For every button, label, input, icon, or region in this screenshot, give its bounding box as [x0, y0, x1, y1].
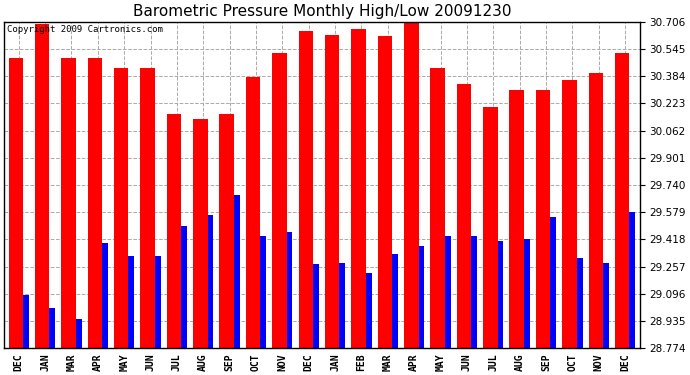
- Bar: [471, 236, 477, 348]
- Bar: [524, 239, 530, 348]
- Bar: [114, 68, 128, 348]
- Bar: [457, 84, 471, 348]
- Bar: [76, 319, 81, 348]
- Bar: [128, 256, 135, 348]
- Bar: [445, 236, 451, 348]
- Bar: [351, 30, 366, 348]
- Bar: [313, 264, 319, 348]
- Bar: [577, 258, 582, 348]
- Bar: [88, 58, 102, 348]
- Bar: [23, 295, 29, 348]
- Bar: [629, 212, 635, 348]
- Bar: [181, 226, 187, 348]
- Bar: [299, 31, 313, 348]
- Bar: [419, 246, 424, 348]
- Bar: [35, 24, 50, 348]
- Bar: [615, 53, 629, 348]
- Bar: [339, 263, 345, 348]
- Bar: [140, 68, 155, 348]
- Bar: [8, 58, 23, 348]
- Bar: [377, 36, 392, 348]
- Bar: [219, 114, 234, 348]
- Bar: [392, 254, 398, 348]
- Bar: [193, 119, 208, 348]
- Bar: [603, 263, 609, 348]
- Bar: [325, 34, 339, 348]
- Bar: [102, 243, 108, 348]
- Title: Barometric Pressure Monthly High/Low 20091230: Barometric Pressure Monthly High/Low 200…: [132, 4, 511, 19]
- Text: Copyright 2009 Cartronics.com: Copyright 2009 Cartronics.com: [8, 25, 164, 34]
- Bar: [551, 217, 556, 348]
- Bar: [155, 256, 161, 348]
- Bar: [286, 232, 293, 348]
- Bar: [404, 20, 419, 348]
- Bar: [272, 53, 286, 348]
- Bar: [497, 241, 504, 348]
- Bar: [483, 107, 497, 348]
- Bar: [208, 216, 213, 348]
- Bar: [431, 68, 445, 348]
- Bar: [562, 80, 577, 348]
- Bar: [509, 90, 524, 348]
- Bar: [167, 114, 181, 348]
- Bar: [234, 195, 239, 348]
- Bar: [536, 90, 551, 348]
- Bar: [246, 77, 260, 348]
- Bar: [61, 58, 76, 348]
- Bar: [260, 236, 266, 348]
- Bar: [589, 74, 603, 348]
- Bar: [366, 273, 372, 348]
- Bar: [50, 309, 55, 348]
